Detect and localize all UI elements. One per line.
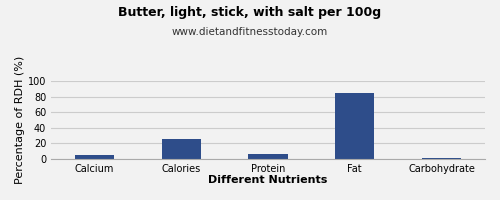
Bar	[162, 139, 200, 159]
X-axis label: Different Nutrients: Different Nutrients	[208, 175, 328, 185]
Y-axis label: Percentage of RDH (%): Percentage of RDH (%)	[15, 56, 25, 184]
Text: www.dietandfitnesstoday.com: www.dietandfitnesstoday.com	[172, 27, 328, 37]
Bar	[75, 155, 114, 159]
Bar	[248, 154, 288, 159]
Bar	[422, 158, 461, 159]
Text: Butter, light, stick, with salt per 100g: Butter, light, stick, with salt per 100g	[118, 6, 382, 19]
Bar	[336, 93, 374, 159]
